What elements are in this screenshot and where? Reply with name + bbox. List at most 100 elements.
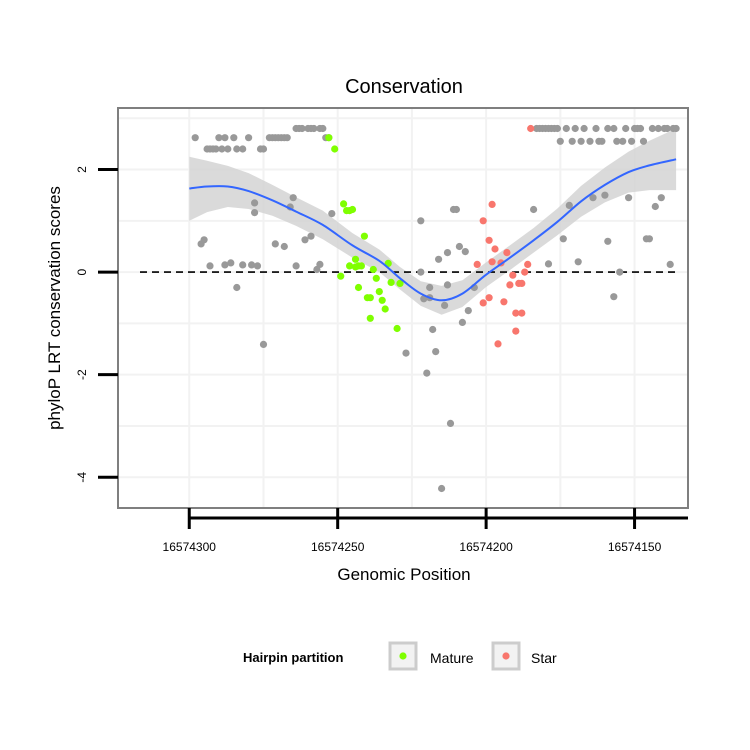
point-star (518, 279, 526, 287)
point-other (227, 259, 235, 267)
point-other (610, 293, 618, 301)
point-star (488, 258, 496, 266)
point-other (663, 124, 671, 133)
point-mature (351, 255, 360, 263)
point-other (666, 260, 674, 268)
point-other (230, 134, 238, 142)
point-star (512, 309, 520, 317)
point-mature (337, 272, 345, 280)
point-other (307, 232, 315, 240)
point-star (518, 309, 526, 317)
point-other (212, 145, 220, 153)
x-tick-label: 16574250 (311, 540, 365, 554)
point-other (562, 124, 570, 133)
point-other (574, 258, 582, 266)
point-other (301, 236, 309, 244)
point-other (251, 209, 259, 217)
x-tick-label: 16574300 (163, 540, 217, 554)
point-other (271, 240, 279, 248)
point-other (289, 194, 297, 202)
point-star (509, 271, 517, 279)
point-star (512, 327, 520, 335)
point-mature (393, 324, 401, 333)
point-other (328, 210, 336, 218)
legend-item-star: Star (491, 641, 557, 671)
point-other (622, 124, 630, 133)
point-other (619, 137, 627, 145)
point-other (435, 255, 443, 263)
point-other (645, 235, 654, 243)
point-other (464, 307, 472, 315)
legend-title: Hairpin partition (243, 650, 343, 665)
y-tick-label: 2 (75, 166, 89, 173)
point-other (215, 134, 223, 142)
y-tick-label: -2 (75, 369, 89, 380)
legend-item-mature: Mature (388, 641, 474, 671)
point-other (429, 325, 437, 334)
point-other (604, 124, 612, 133)
point-other (544, 260, 553, 268)
point-other (280, 242, 288, 251)
point-star (473, 260, 481, 268)
point-other (402, 349, 410, 357)
point-star (521, 268, 529, 276)
y-tick-label: 0 (75, 268, 89, 275)
x-tick-label: 16574200 (459, 540, 513, 554)
y-axis: 2 0 -2 -4 (75, 166, 118, 483)
point-other (233, 145, 241, 153)
point-other (589, 194, 597, 202)
point-other (610, 124, 618, 133)
point-mature (346, 262, 354, 270)
point-other (657, 194, 665, 202)
point-other (565, 201, 573, 209)
confidence-band (189, 128, 677, 315)
point-other (417, 217, 425, 225)
data-points (191, 124, 680, 493)
point-other (310, 124, 318, 133)
x-axis: 16574300 16574250 16574200 16574150 (163, 508, 688, 554)
point-star (503, 249, 511, 257)
point-other (639, 137, 648, 145)
point-other (221, 261, 229, 269)
point-star (494, 340, 502, 348)
point-other (458, 318, 466, 326)
confidence-band-layer (189, 128, 677, 315)
point-other (283, 134, 291, 142)
point-star (500, 298, 508, 306)
point-other (636, 124, 645, 133)
point-mature (357, 262, 365, 270)
point-other (443, 281, 452, 289)
point-other (580, 124, 588, 133)
point-other (568, 137, 576, 145)
point-other (218, 145, 226, 153)
point-other (316, 260, 324, 268)
plot-panel (117, 107, 689, 509)
point-star (488, 200, 496, 208)
grid-lines (118, 108, 688, 508)
point-star (479, 217, 487, 225)
point-mature (396, 279, 404, 287)
point-mature (331, 145, 339, 153)
point-other (601, 191, 609, 199)
point-other (455, 242, 463, 251)
point-star (485, 236, 493, 244)
point-other (446, 419, 455, 427)
point-other (298, 124, 306, 133)
point-other (441, 301, 449, 309)
point-mature (348, 205, 357, 214)
point-other (417, 268, 425, 276)
point-star (524, 260, 532, 268)
point-star (491, 245, 499, 253)
chart-title: Conservation (345, 76, 463, 98)
point-other (251, 199, 259, 207)
point-other (253, 262, 262, 270)
point-other (191, 134, 199, 142)
point-mature (375, 288, 383, 296)
point-mature (372, 274, 380, 282)
point-other (200, 236, 208, 244)
point-other (233, 283, 241, 292)
smooth-curve (189, 158, 677, 302)
point-mature (354, 283, 363, 292)
point-other (248, 261, 256, 269)
